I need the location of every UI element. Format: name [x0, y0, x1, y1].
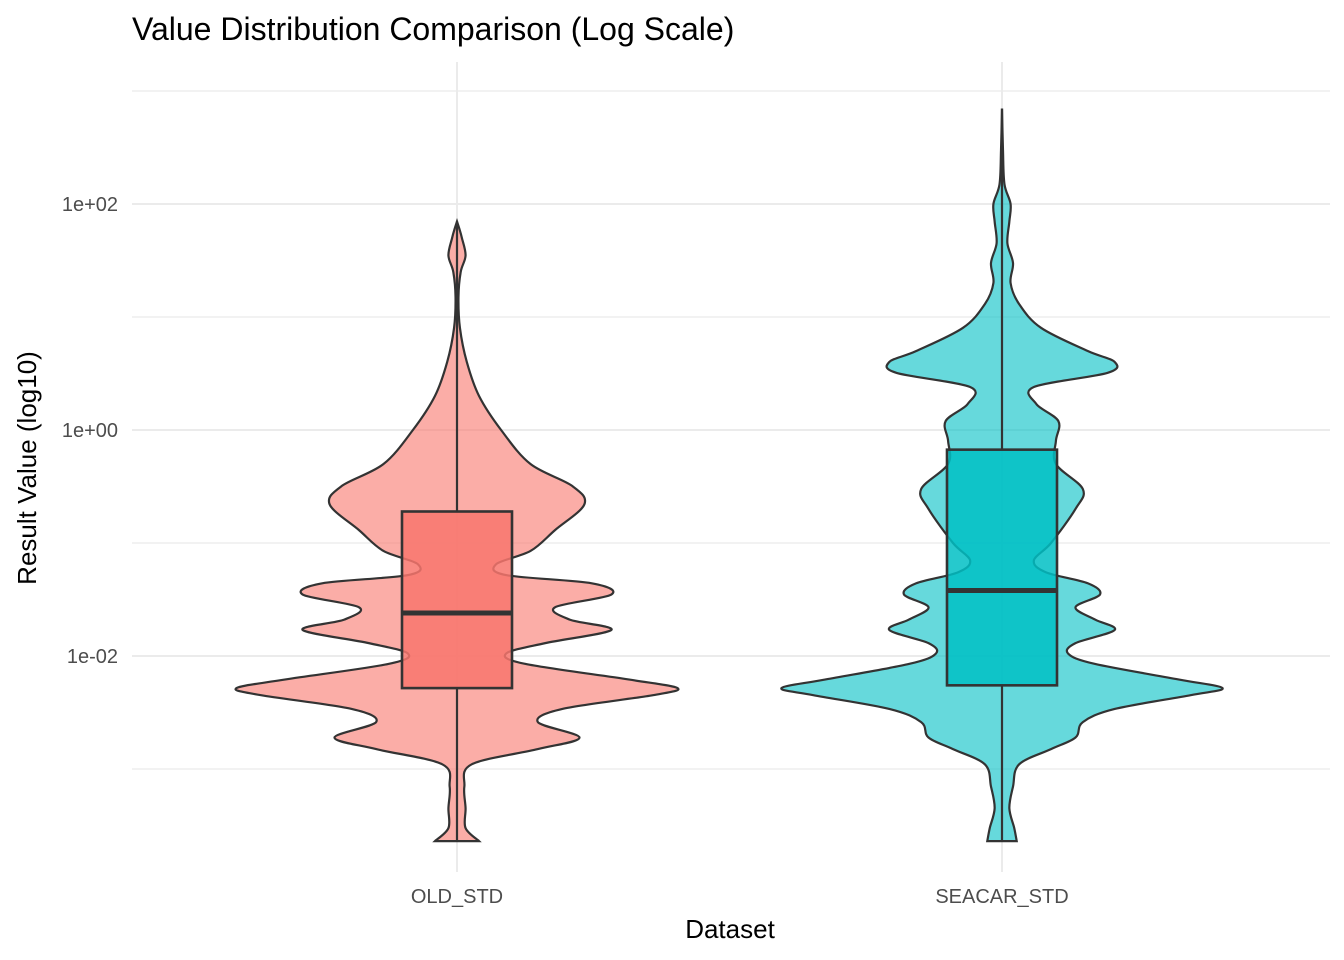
boxplots	[400, 108, 1059, 842]
chart-title: Value Distribution Comparison (Log Scale…	[132, 11, 734, 47]
y-tick-label-2: 1e+02	[62, 194, 118, 216]
box-SEACAR_STD	[945, 448, 1059, 687]
y-tick-label-0: 1e-02	[67, 646, 118, 668]
y-axis-ticks: 1e-02 1e+00 1e+02	[62, 194, 118, 668]
x-axis-ticks: OLD_STD SEACAR_STD	[411, 886, 1069, 908]
x-tick-label-1: SEACAR_STD	[935, 886, 1068, 908]
y-axis-title: Result Value (log10)	[12, 351, 42, 585]
x-tick-label-0: OLD_STD	[411, 886, 503, 908]
violins	[234, 108, 1224, 843]
y-tick-label-1: 1e+00	[62, 420, 118, 442]
box-OLD_STD	[400, 510, 514, 690]
x-axis-title: Dataset	[685, 914, 775, 944]
grid-lines	[132, 62, 1330, 872]
